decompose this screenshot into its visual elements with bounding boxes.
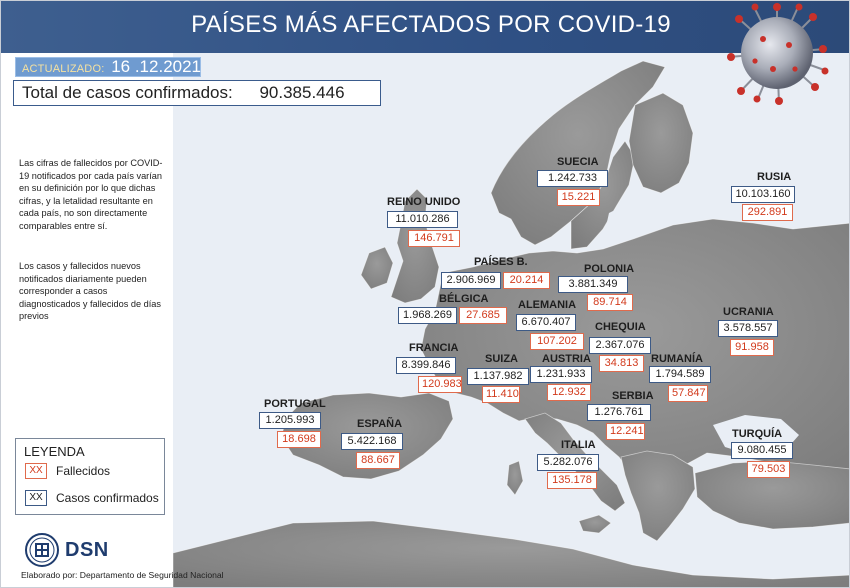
updated-label: ACTUALIZADO: — [22, 63, 105, 75]
cases-suiza: 1.137.982 — [467, 368, 529, 385]
header-bar: PAÍSES MÁS AFECTADOS POR COVID-19 — [1, 1, 849, 53]
country-name-suecia: SUECIA — [557, 156, 599, 168]
land-finland — [628, 92, 694, 194]
legend-cases-swatch: XX — [25, 490, 47, 506]
country-name-austria: AUSTRIA — [542, 353, 591, 365]
coronavirus-icon — [727, 3, 829, 105]
legend-title: LEYENDA — [24, 444, 85, 459]
country-name-portugal: PORTUGAL — [264, 398, 326, 410]
cases-ucrania: 3.578.557 — [718, 320, 778, 337]
cases-reino-unido: 11.010.286 — [387, 211, 458, 228]
credit-line: Elaborado por: Departamento de Seguridad… — [21, 570, 224, 580]
deaths-alemania: 107.202 — [530, 333, 584, 350]
deaths-turquia: 79.503 — [747, 461, 790, 478]
sea-baltic — [605, 203, 641, 243]
country-name-francia: FRANCIA — [409, 342, 459, 354]
deaths-suiza: 11.410 — [482, 386, 520, 403]
page-title: PAÍSES MÁS AFECTADOS POR COVID-19 — [191, 11, 671, 38]
deaths-serbia: 12.241 — [606, 423, 645, 440]
cases-paises-b: 2.906.969 — [441, 272, 501, 289]
deaths-austria: 12.932 — [547, 384, 591, 401]
country-name-rusia: RUSIA — [757, 171, 792, 183]
deaths-suecia: 15.221 — [557, 189, 600, 206]
land-ireland — [360, 246, 394, 290]
country-name-italia: ITALIA — [561, 439, 596, 451]
cases-rumania: 1.794.589 — [649, 366, 711, 383]
land-sardinia — [506, 460, 524, 496]
cases-polonia: 3.881.349 — [558, 276, 628, 293]
land-balkans — [620, 450, 696, 542]
cases-turquia: 9.080.455 — [731, 442, 793, 459]
total-cases-label: Total de casos confirmados: — [22, 83, 233, 102]
deaths-francia: 120.983 — [418, 376, 462, 393]
country-name-polonia: POLONIA — [584, 263, 635, 275]
deaths-paises-b: 20.214 — [503, 272, 550, 289]
deaths-rusia: 292.891 — [742, 204, 793, 221]
legend-cases-label: Casos confirmados — [56, 491, 159, 505]
total-cases-box: Total de casos confirmados: 90.385.446 — [13, 80, 381, 106]
country-name-paises-b: PAÍSES B. — [474, 256, 528, 268]
cases-austria: 1.231.933 — [530, 366, 592, 383]
updated-date: 16 .12.2021 — [111, 57, 202, 76]
deaths-portugal: 18.698 — [277, 431, 321, 448]
country-name-alemania: ALEMANIA — [518, 299, 577, 311]
deaths-chequia: 34.813 — [599, 355, 644, 372]
deaths-polonia: 89.714 — [587, 294, 633, 311]
country-name-chequia: CHEQUIA — [595, 321, 646, 333]
cases-suecia: 1.242.733 — [537, 170, 608, 187]
country-name-turquia: TURQUÍA — [732, 428, 783, 440]
deaths-rumania: 57.847 — [668, 385, 708, 402]
country-name-ucrania: UCRANIA — [723, 306, 774, 318]
total-cases-value: 90.385.446 — [259, 83, 345, 102]
land-sicily — [578, 514, 612, 534]
legend-deaths-swatch: XX — [25, 463, 47, 479]
note-deaths-definition: Las cifras de fallecidos por COVID-19 no… — [19, 158, 163, 231]
cases-alemania: 6.670.407 — [516, 314, 576, 331]
deaths-italia: 135.178 — [547, 472, 597, 489]
country-name-serbia: SERBIA — [612, 390, 654, 402]
updated-badge: ACTUALIZADO: 16 .12.2021 — [15, 57, 201, 77]
cases-belgica: 1.968.269 — [398, 307, 457, 324]
legend: LEYENDA XX Fallecidos XX Casos confirmad… — [15, 438, 165, 515]
country-name-espana: ESPAÑA — [357, 418, 403, 430]
legend-deaths-label: Fallecidos — [56, 464, 111, 478]
land-north-africa — [173, 520, 849, 587]
deaths-ucrania: 91.958 — [730, 339, 774, 356]
deaths-espana: 88.667 — [356, 452, 400, 469]
cases-chequia: 2.367.076 — [589, 337, 651, 354]
note-daily-reports: Los casos y fallecidos nuevos notificado… — [19, 261, 161, 322]
country-name-suiza: SUIZA — [485, 353, 518, 365]
cases-portugal: 1.205.993 — [259, 412, 321, 429]
country-name-reino-unido: REINO UNIDO — [387, 196, 461, 208]
cases-rusia: 10.103.160 — [731, 186, 795, 203]
dsn-logo-icon — [25, 533, 59, 567]
deaths-reino-unido: 146.791 — [408, 230, 460, 247]
deaths-belgica: 27.685 — [459, 307, 507, 324]
cases-espana: 5.422.168 — [341, 433, 403, 450]
cases-francia: 8.399.846 — [396, 357, 456, 374]
cases-serbia: 1.276.761 — [587, 404, 651, 421]
cases-italia: 5.282.076 — [537, 454, 599, 471]
country-name-rumania: RUMANÍA — [651, 353, 703, 365]
dsn-logo-text: DSN — [65, 539, 109, 561]
country-name-belgica: BÉLGICA — [439, 293, 489, 305]
